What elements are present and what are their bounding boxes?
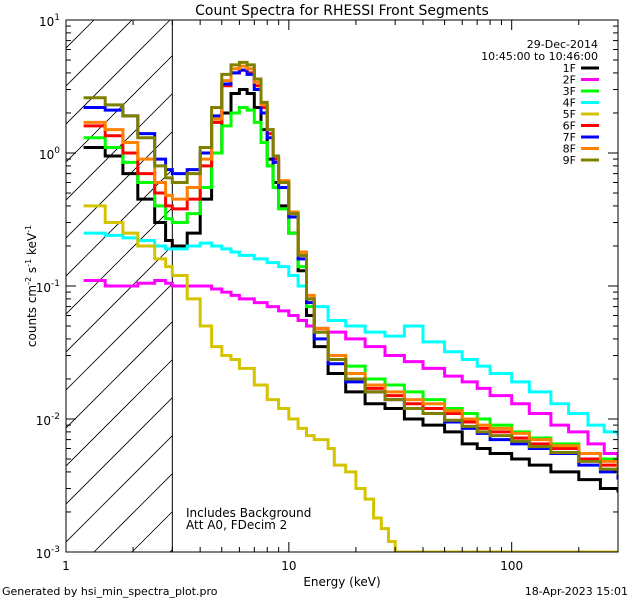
y-label-part-2: s [25,267,39,277]
x-tick-label: 1 [62,559,70,573]
y-tick-exponent: 1 [54,13,60,23]
legend-label-8F: 8F [563,143,576,156]
hatch-line [66,20,247,201]
y-tick-label: 10-3 [36,545,60,561]
legend-time-range: 10:45:00 to 10:46:00 [481,50,598,63]
legend-date: 29-Dec-2014 [527,38,598,51]
y-label-exp-3: -1 [24,225,33,233]
hatched-region [0,20,618,552]
legend: 29-Dec-2014 10:45:00 to 10:46:00 1F2F3F4… [481,38,599,167]
y-tick-base: 10 [36,281,51,295]
hatch-line [66,20,171,125]
legend-label-3F: 3F [563,85,576,98]
footer-timestamp: 18-Apr-2023 15:01 [525,585,628,598]
x-axis-label: Energy (keV) [303,575,380,589]
y-tick-exponent: -3 [51,545,60,555]
y-tick-exponent: 0 [54,146,60,156]
y-tick-base: 10 [36,414,51,428]
y-label-exp-1: -2 [24,277,33,285]
x-tick-label: 10 [281,559,296,573]
annotation-background: Includes Background [186,506,311,520]
y-tick-base: 10 [39,148,54,162]
legend-label-4F: 4F [563,97,576,110]
y-tick-exponent: -2 [51,412,60,422]
x-tick-labels: 1 10 100 [62,559,523,573]
y-tick-base: 10 [36,547,51,561]
y-tick-label: 10-2 [36,412,60,428]
legend-label-1F: 1F [563,62,576,75]
series-9F-line [83,60,618,475]
footer-generated-by: Generated by hsi_min_spectra_plot.pro [2,585,218,598]
legend-label-6F: 6F [563,120,576,133]
y-axis-label: counts cm-2 s-1 keV-1 [24,225,39,347]
series-5F-line [83,204,618,552]
y-tick-label: 10-1 [36,279,60,295]
y-tick-label: 100 [39,146,60,162]
y-tick-label: 101 [39,13,60,29]
axis-ticks [65,19,619,553]
y-label-exp-2: -1 [24,259,33,267]
annotation-attenuator: Att A0, FDecim 2 [186,518,287,532]
series-group [83,60,618,552]
y-tick-exponent: -1 [51,279,60,289]
y-label-part-3: keV [25,232,39,259]
legend-label-5F: 5F [563,108,576,121]
legend-label-2F: 2F [563,74,576,87]
chart-title: Count Spectra for RHESSI Front Segments [195,3,489,19]
hatch-line [0,20,18,552]
x-tick-label: 100 [500,559,523,573]
series-3F-line [83,106,618,466]
legend-label-7F: 7F [563,131,576,144]
y-tick-base: 10 [39,15,54,29]
y-label-part-1: counts cm [25,285,39,347]
legend-label-9F: 9F [563,154,576,167]
